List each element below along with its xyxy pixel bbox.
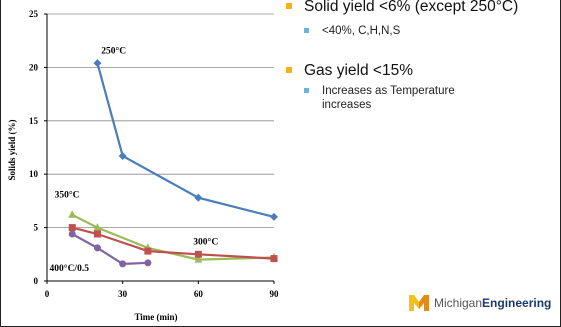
tick-label-x: 0 (45, 289, 50, 299)
logo-suffix: Engineering (482, 296, 552, 310)
data-point (144, 259, 152, 267)
data-point (68, 230, 76, 238)
tick-label-y: 0 (34, 276, 39, 286)
sub-bullet-gas-trend: Increases as Temperature increases (286, 84, 497, 112)
chart-annotation: 350°C (55, 190, 80, 201)
chart-gridlines (47, 13, 274, 229)
tick-label-y: 15 (29, 116, 39, 126)
data-point (144, 247, 152, 255)
michigan-engineering-logo: MichiganEngineering (408, 292, 558, 316)
logo-prefix: Michigan (434, 296, 483, 310)
bullet-square-icon (286, 3, 292, 9)
tick-label-y: 20 (29, 62, 39, 72)
data-point (194, 255, 203, 263)
logo-wordmark: MichiganEngineering (434, 296, 551, 310)
data-point (194, 193, 203, 202)
data-point (93, 59, 102, 68)
tick-label-y: 10 (29, 169, 39, 179)
chart-axes (44, 13, 275, 284)
data-point (118, 152, 127, 161)
block-m-icon (409, 295, 429, 311)
chart-annotation: 300°C (193, 237, 218, 248)
sub-bullet-text: Increases as Temperature increases (322, 85, 455, 111)
sub-bullet-solid-composition: <40%, C,H,N,S (286, 24, 556, 38)
data-point (270, 255, 278, 263)
bullet-list: Solid yield <6% (except 250°C) <40%, C,H… (286, 0, 556, 112)
bullet-solid-yield: Solid yield <6% (except 250°C) (286, 0, 556, 16)
chart-annotation: 400°C/0.5 (50, 263, 90, 274)
chart-annotation: 250°C (101, 46, 126, 57)
chart-annotations: 250°C 350°C 300°C 400°C/0.5 (50, 46, 219, 274)
data-point (68, 210, 77, 218)
x-axis-title: Time (min) (134, 312, 177, 322)
data-point (68, 224, 76, 232)
bullet-gas-yield: Gas yield <15% (286, 62, 556, 80)
chart-tick-labels: 0 5 10 15 20 25 0 30 60 90 (29, 9, 279, 299)
bullet-text: Gas yield <15% (304, 62, 413, 79)
sub-bullet-square-icon (304, 88, 309, 93)
data-point (93, 230, 101, 238)
y-axis-title: Solids yield (%) (7, 119, 17, 180)
tick-label-x: 90 (270, 289, 280, 299)
bullet-text: Solid yield <6% (except 250°C) (304, 0, 519, 15)
data-point (194, 250, 202, 258)
sub-bullet-text: <40%, C,H,N,S (322, 25, 401, 37)
series-line-4 (71, 233, 148, 266)
tick-label-x: 30 (118, 289, 128, 299)
data-point (270, 212, 278, 221)
chart-series (68, 59, 278, 268)
sub-bullet-square-icon (304, 28, 309, 33)
data-point (93, 244, 101, 252)
data-point (93, 223, 102, 231)
tick-label-y: 5 (34, 223, 39, 233)
data-point (119, 260, 127, 268)
tick-label-y: 25 (29, 9, 39, 19)
series-line-1 (96, 62, 275, 218)
bullet-square-icon (286, 67, 292, 73)
tick-label-x: 60 (194, 289, 204, 299)
solids-yield-chart: 0 5 10 15 20 25 0 30 60 90 250°C 350°C 300°C 400°C/0… (7, 9, 279, 322)
